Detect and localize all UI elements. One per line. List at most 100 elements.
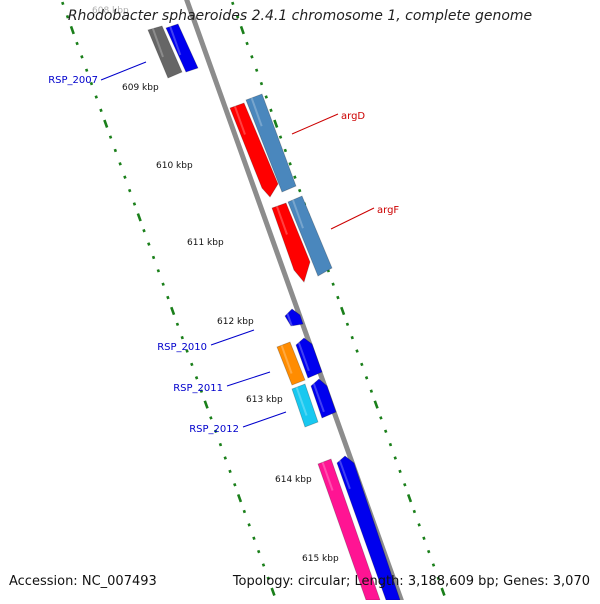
- genes-value: 3,070: [552, 574, 590, 589]
- label-leader-line: [210, 329, 255, 346]
- length-value: 3,188,609 bp: [407, 574, 495, 589]
- tick-mark: [403, 482, 407, 487]
- tick-mark: [99, 108, 103, 113]
- cds-blue-block: [336, 455, 401, 601]
- tick-track-left: [61, 1, 279, 604]
- tick-mark: [426, 549, 431, 554]
- genes-label: Genes:: [503, 574, 549, 589]
- tick-mark: [151, 255, 156, 260]
- tick-mark: [254, 68, 259, 72]
- tick-mark: [270, 587, 276, 596]
- label-rsp2007[interactable]: RSP_2007: [48, 75, 98, 86]
- gene-highlight: [291, 199, 304, 229]
- tick-mark: [203, 400, 209, 409]
- tick-mark: [331, 282, 335, 286]
- tick-mark: [213, 429, 218, 434]
- tick-mark: [283, 148, 288, 153]
- tick-mark: [440, 587, 446, 596]
- gene-argd-block: [229, 102, 279, 198]
- tick-mark: [398, 469, 402, 474]
- tick-mark: [373, 400, 379, 409]
- tick-marks: 608 kbp 609 kbp 610 kbp 611 kbp 612 kbp 613 k…: [61, 1, 449, 604]
- tick-mark: [166, 295, 170, 300]
- length-label: Length:: [354, 574, 404, 589]
- topology-value: circular: [297, 574, 346, 589]
- gene-features: [147, 23, 401, 601]
- tick-label: 609 kbp: [122, 83, 159, 93]
- tick-mark: [175, 322, 180, 327]
- tick-mark: [247, 523, 251, 527]
- tick-mark: [242, 509, 247, 514]
- tick-mark: [288, 162, 292, 166]
- tick-mark: [75, 41, 79, 46]
- tick-mark: [369, 389, 374, 393]
- tick-label: 614 kbp: [275, 475, 312, 485]
- label-leader-line: [242, 411, 287, 428]
- tick-mark: [278, 135, 283, 139]
- tick-mark: [194, 376, 199, 380]
- tick-mark: [89, 81, 94, 86]
- tick-mark: [345, 322, 350, 327]
- tick-mark: [69, 25, 75, 35]
- cds-rsp2012-block: [310, 378, 337, 419]
- cds-argd-block: [245, 93, 297, 193]
- label-rsp2010[interactable]: RSP_2010: [157, 342, 207, 353]
- topology-label: Topology:: [232, 574, 294, 589]
- label-rsp2012[interactable]: RSP_2012: [189, 424, 239, 435]
- tick-label: 610 kbp: [156, 161, 193, 171]
- tick-mark: [297, 188, 302, 193]
- tick-mark: [233, 482, 237, 487]
- tick-mark: [190, 362, 194, 367]
- accession-footer: Accession: NC_007493: [9, 574, 157, 589]
- tick-mark: [113, 148, 118, 153]
- cds-argf-block: [287, 195, 333, 277]
- tick-mark: [84, 68, 89, 72]
- tick-mark: [360, 362, 364, 367]
- tick-mark: [256, 549, 261, 554]
- tick-mark: [340, 306, 346, 316]
- tick-mark: [252, 536, 256, 541]
- tick-label: 615 kbp: [302, 554, 339, 564]
- gene-highlight: [312, 383, 325, 413]
- label-argf[interactable]: argF: [377, 205, 399, 216]
- tick-mark: [436, 576, 440, 581]
- map-title: Rhodobacter sphaeroides 2.4.1 chromosome…: [67, 8, 533, 24]
- tick-mark: [235, 14, 240, 19]
- gene-highlight: [250, 97, 263, 127]
- tick-mark: [355, 349, 359, 353]
- tick-mark: [336, 295, 340, 300]
- gene-label-leaders: [100, 61, 375, 428]
- label-argd[interactable]: argD: [341, 111, 365, 122]
- tick-mark: [209, 416, 213, 420]
- chromosome-backbone: [184, 0, 406, 604]
- label-leader-line: [291, 113, 339, 135]
- tick-mark: [250, 55, 254, 59]
- label-leader-line: [100, 61, 147, 81]
- tick-mark: [161, 282, 165, 286]
- tick-mark: [231, 1, 235, 6]
- tick-mark: [218, 442, 223, 447]
- tick-mark: [170, 306, 176, 316]
- tick-mark: [132, 202, 137, 206]
- tick-label: 611 kbp: [187, 238, 224, 248]
- tick-mark: [406, 493, 413, 503]
- tick-mark: [156, 269, 161, 273]
- gene-highlight: [169, 26, 182, 56]
- tick-mark: [273, 119, 279, 128]
- gene-highlight: [295, 386, 308, 416]
- cds-rsp2011-block: [295, 337, 323, 379]
- tick-mark: [412, 509, 417, 514]
- cds-rsp2007-block: [165, 23, 199, 73]
- tick-mark: [142, 228, 146, 233]
- gene-highlight: [233, 105, 246, 135]
- tick-mark: [431, 563, 436, 567]
- tick-mark: [379, 416, 383, 420]
- tick-mark: [228, 469, 232, 474]
- label-rsp2011[interactable]: RSP_2011: [173, 383, 223, 394]
- gene-highlight: [338, 460, 351, 490]
- tick-label: 612 kbp: [217, 317, 254, 327]
- tick-mark: [239, 25, 245, 35]
- gene-rsp2011-block: [276, 341, 306, 386]
- accession-value: NC_007493: [81, 574, 157, 589]
